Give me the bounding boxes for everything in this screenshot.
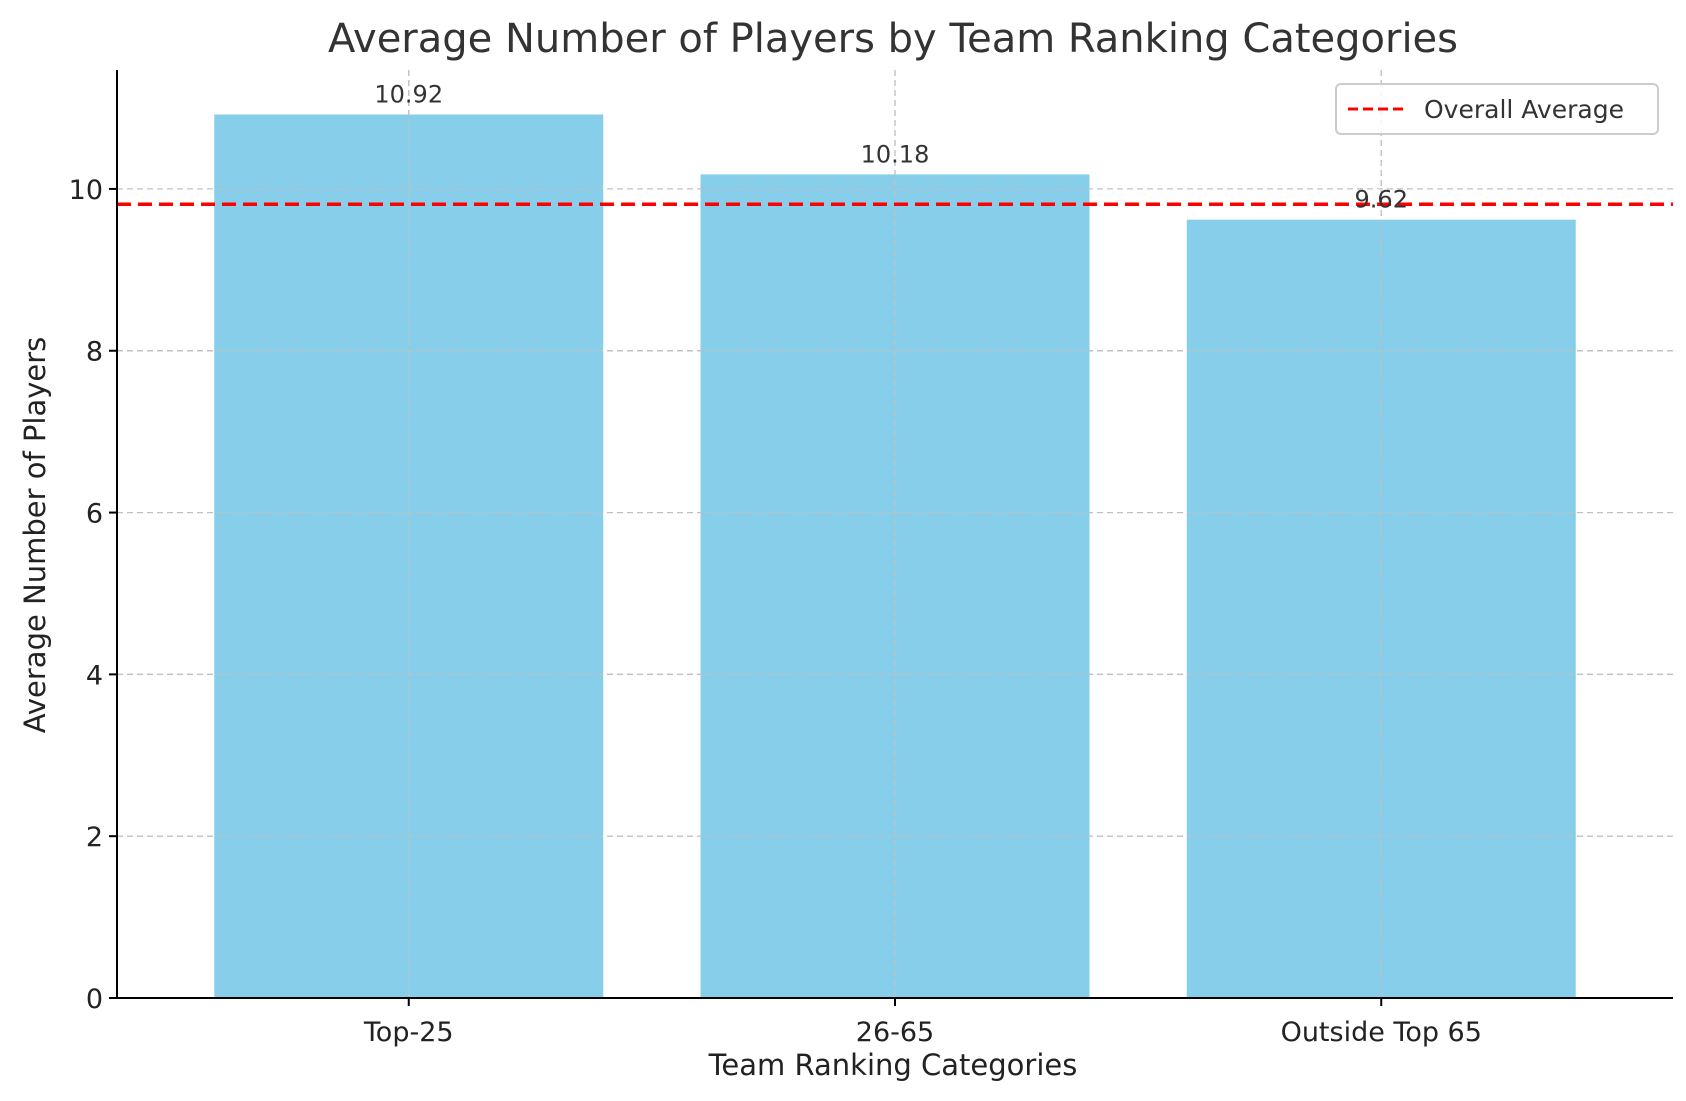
legend-box [1335, 83, 1659, 135]
y-tick-label: 10 [69, 175, 103, 206]
data-label: 9.62 [1355, 186, 1408, 214]
tick-labels: 0 2 4 6 8 10 Top-25 26-65 Outside Top 65 [69, 175, 1482, 1048]
y-tick-label: 4 [86, 660, 103, 691]
data-labels: 10.92 10.18 9.62 [374, 80, 1408, 213]
x-axis-label: Team Ranking Categories [708, 1048, 1078, 1082]
y-tick-label: 2 [86, 822, 103, 853]
data-label: 10.18 [861, 140, 930, 168]
legend-entry-label: Overall Average [1424, 95, 1624, 124]
y-tick-label: 0 [86, 984, 103, 1015]
y-axis-label: Average Number of Players [18, 337, 52, 734]
data-label: 10.92 [374, 80, 443, 108]
bar-outside-top-65 [1186, 219, 1576, 998]
y-tick-label: 8 [86, 337, 103, 368]
x-tick-label: Top-25 [363, 1017, 454, 1048]
y-tick-label: 6 [86, 499, 103, 530]
bars [117, 70, 1673, 999]
chart-title: Average Number of Players by Team Rankin… [328, 16, 1458, 62]
x-tick-label: Outside Top 65 [1281, 1017, 1482, 1048]
x-tick-label: 26-65 [856, 1017, 934, 1048]
legend: Overall Average [1335, 83, 1659, 135]
